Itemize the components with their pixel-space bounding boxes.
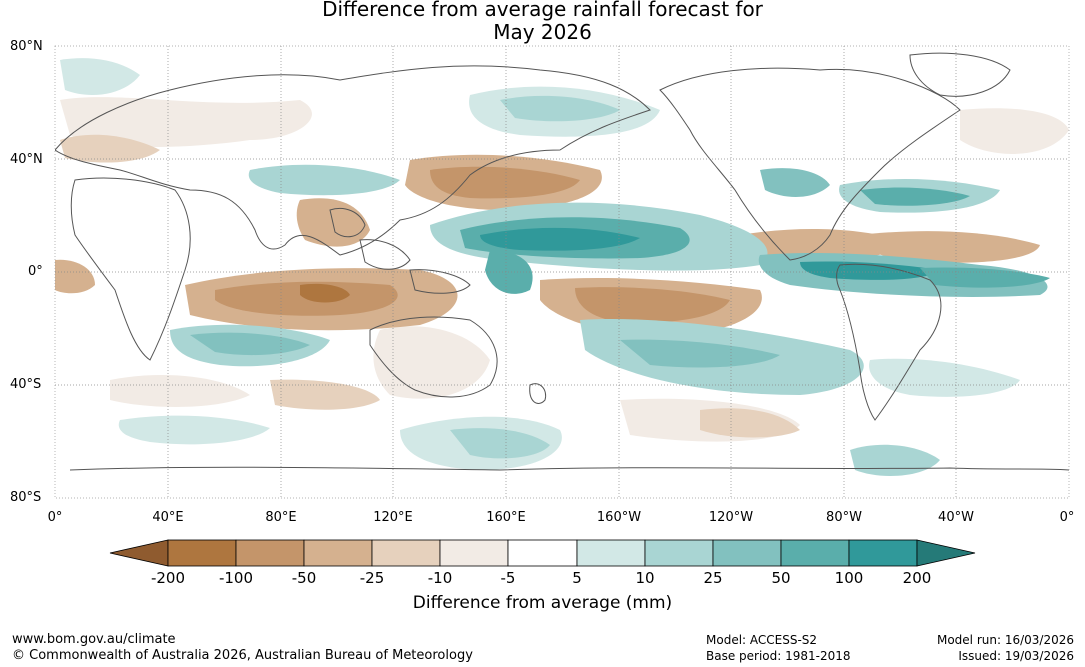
- colorbar-bin-8: [644, 539, 714, 567]
- footer-issued: Issued: 19/03/2026: [958, 649, 1074, 663]
- lat-label-80s: 80°S: [10, 490, 42, 505]
- colorbar-label-200: 200: [902, 569, 932, 587]
- footer-url[interactable]: www.bom.gov.au/climate: [12, 632, 176, 647]
- coastlines: [55, 52, 1069, 471]
- colorbar-bin-4: [371, 539, 441, 567]
- map-title-line1: Difference from average rainfall forecas…: [322, 0, 763, 21]
- colorbar-bin-5: [439, 539, 509, 567]
- lat-label-40n: 40°N: [10, 152, 43, 167]
- colorbar-bin-1: [167, 539, 237, 567]
- colorbar-bin-11: [848, 539, 918, 567]
- anomaly-shading: [55, 58, 1069, 476]
- footer-base-period: Base period: 1981-2018: [706, 649, 851, 663]
- colorbar-bin-10: [780, 539, 850, 567]
- colorbar-wet-extend: [916, 539, 976, 567]
- colorbar-bin-9: [712, 539, 782, 567]
- lon-label-160w: 160°W: [596, 510, 642, 525]
- lat-label-40s: 40°S: [10, 377, 42, 392]
- lon-label-40e: 40°E: [152, 510, 184, 525]
- lat-label-80n: 80°N: [10, 39, 43, 54]
- lon-label-120e: 120°E: [373, 510, 413, 525]
- footer-copyright: © Commonwealth of Australia 2026, Austra…: [12, 648, 473, 663]
- map-title-line2: May 2026: [493, 20, 592, 44]
- colorbar-label-minus-200: -200: [150, 569, 186, 587]
- colorbar-bin-3: [303, 539, 373, 567]
- map-frame: [54, 45, 1070, 499]
- colorbar-bin-6: [507, 539, 578, 567]
- colorbar-bin-7: [576, 539, 646, 567]
- colorbar-label-25: 25: [703, 569, 723, 587]
- colorbar-label-5: 5: [572, 569, 582, 587]
- colorbar-label-minus-50: -50: [291, 569, 317, 587]
- lon-label-0-right: 0°: [1059, 510, 1075, 525]
- lon-label-0-left: 0°: [47, 510, 63, 525]
- lon-label-120w: 120°W: [708, 510, 754, 525]
- footer-model-run: Model run: 16/03/2026: [936, 633, 1074, 647]
- lat-label-equator: 0°: [28, 264, 43, 279]
- colorbar-label-100: 100: [834, 569, 864, 587]
- lon-label-160e: 160°E: [486, 510, 526, 525]
- colorbar-label-10: 10: [635, 569, 655, 587]
- colorbar-title: Difference from average (mm): [412, 593, 673, 613]
- lon-label-40w: 40°W: [938, 510, 974, 525]
- colorbar-bin-2: [235, 539, 305, 567]
- colorbar-label-minus-5: -5: [500, 569, 516, 587]
- graticule: [55, 46, 1069, 498]
- colorbar-label-minus-10: -10: [427, 569, 453, 587]
- colorbar-label-50: 50: [771, 569, 791, 587]
- colorbar-dry-extend: [109, 539, 169, 567]
- colorbar-label-minus-100: -100: [218, 569, 254, 587]
- lon-label-80e: 80°E: [265, 510, 297, 525]
- colorbar-label-minus-25: -25: [359, 569, 385, 587]
- lon-label-80w: 80°W: [826, 510, 862, 525]
- footer-model: Model: ACCESS-S2: [706, 633, 818, 647]
